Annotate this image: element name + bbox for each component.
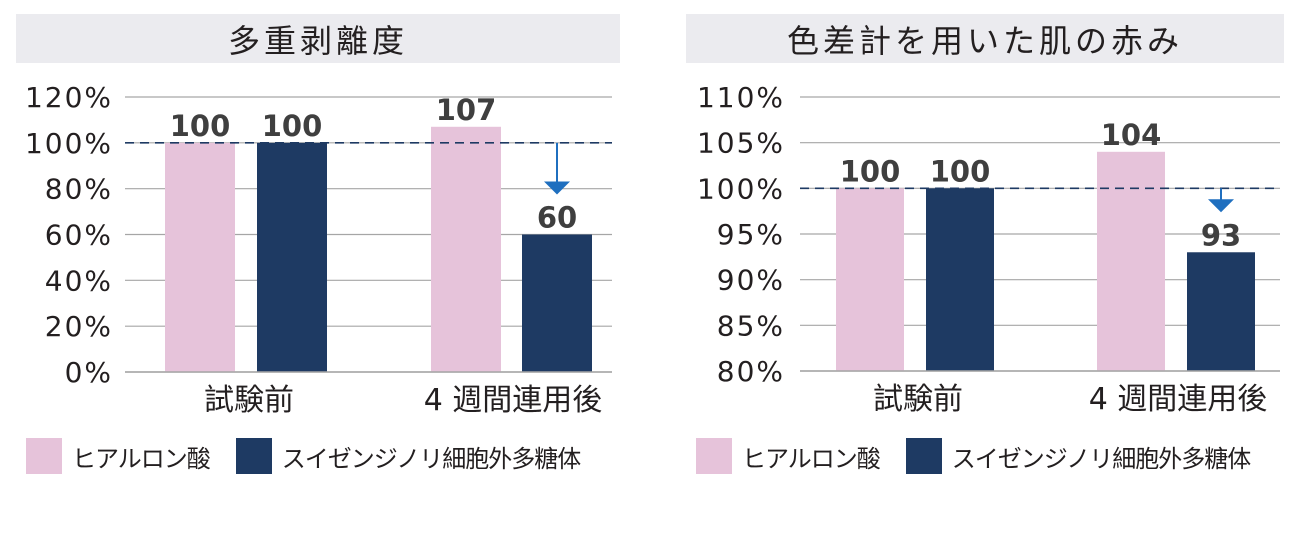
y-tick-label: 80%	[45, 173, 113, 206]
bar-polysaccharide	[1187, 252, 1255, 371]
legend-label-hyaluronic: ヒアルロン酸	[72, 444, 211, 473]
y-tick-label: 120%	[25, 81, 113, 114]
y-tick-label: 90%	[717, 264, 785, 297]
y-tick-label: 60%	[45, 219, 113, 252]
data-label: 93	[1201, 218, 1241, 252]
legend-swatch-hyaluronic	[696, 438, 732, 474]
legend-label-polysaccharide: スイゼンジノリ細胞外多糖体	[951, 444, 1252, 473]
x-category-label: 試験前	[873, 382, 963, 417]
data-label: 100	[262, 109, 323, 143]
legend-swatch-polysaccharide	[235, 438, 272, 474]
y-tick-label: 85%	[717, 309, 785, 342]
legend-item-polysaccharide: スイゼンジノリ細胞外多糖体	[235, 438, 582, 474]
x-category-label: 試験前	[204, 383, 294, 418]
y-tick-label: 105%	[697, 127, 785, 160]
decrease-arrow-head	[1208, 199, 1234, 213]
legend-swatch-polysaccharide	[905, 438, 942, 474]
y-tick-label: 100%	[697, 172, 785, 205]
bar-hyaluronic	[165, 142, 235, 372]
y-tick-label: 40%	[45, 264, 113, 297]
data-label: 107	[436, 93, 497, 127]
legend-item-hyaluronic: ヒアルロン酸	[26, 438, 211, 474]
data-label: 100	[840, 154, 901, 188]
y-tick-label: 110%	[697, 81, 785, 114]
data-label: 100	[170, 109, 231, 143]
legend-right: ヒアルロン酸 スイゼンジノリ細胞外多糖体	[696, 438, 1276, 474]
y-tick-label: 100%	[25, 127, 113, 160]
chart-title-right: 色差計を用いた肌の赤み	[686, 14, 1284, 63]
bar-polysaccharide	[926, 188, 994, 371]
legend-item-hyaluronic: ヒアルロン酸	[696, 438, 881, 474]
y-tick-label: 95%	[717, 218, 785, 251]
data-label: 60	[537, 201, 577, 235]
legend-label-hyaluronic: ヒアルロン酸	[742, 444, 881, 473]
data-label: 104	[1101, 118, 1162, 152]
bar-hyaluronic	[836, 188, 904, 371]
x-category-label: 4 週間連用後	[1089, 382, 1268, 417]
legend-left: ヒアルロン酸 スイゼンジノリ細胞外多糖体	[26, 438, 606, 474]
bar-hyaluronic	[431, 126, 501, 373]
y-tick-label: 0%	[65, 356, 113, 389]
bar-polysaccharide	[522, 234, 592, 372]
bar-hyaluronic	[1097, 151, 1165, 371]
decrease-arrow-head	[544, 181, 570, 195]
bar-polysaccharide	[257, 142, 327, 372]
y-tick-label: 80%	[717, 355, 785, 388]
chart-title-left: 多重剥離度	[16, 14, 620, 63]
legend-label-polysaccharide: スイゼンジノリ細胞外多糖体	[281, 444, 582, 473]
legend-swatch-hyaluronic	[26, 438, 62, 474]
y-tick-label: 20%	[45, 310, 113, 343]
data-label: 100	[930, 154, 991, 188]
legend-item-polysaccharide: スイゼンジノリ細胞外多糖体	[905, 438, 1252, 474]
x-category-label: 4 週間連用後	[424, 383, 603, 418]
